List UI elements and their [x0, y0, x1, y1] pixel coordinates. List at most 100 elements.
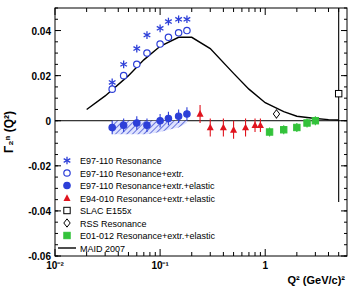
x-minor-tick	[328, 252, 329, 256]
y-minor-tick	[344, 41, 347, 42]
y-minor-tick	[55, 64, 58, 65]
data-point	[242, 124, 249, 131]
y-minor-tick	[55, 75, 58, 76]
y-minor-tick	[55, 222, 58, 223]
x-minor-tick	[155, 8, 156, 12]
y-minor-tick	[344, 143, 347, 144]
y-tick	[55, 165, 61, 166]
data-point	[133, 45, 140, 53]
data-point	[134, 120, 140, 126]
y-minor-tick	[344, 256, 347, 257]
y-minor-tick	[344, 64, 347, 65]
x-tick-label: 10⁻¹	[151, 260, 169, 271]
y-axis-label: Γ₂ⁿ (Q²)	[2, 111, 16, 153]
y-minor-tick	[344, 233, 347, 234]
data-point	[144, 122, 150, 128]
legend-swatch	[64, 182, 70, 188]
y-minor-tick	[55, 244, 58, 245]
y-minor-tick	[344, 177, 347, 178]
x-minor-tick	[118, 8, 119, 12]
y-minor-tick	[55, 53, 58, 54]
data-point	[109, 79, 116, 87]
data-point	[197, 110, 204, 117]
legend-swatch	[64, 170, 70, 176]
x-minor-tick	[149, 8, 150, 12]
data-point	[281, 127, 287, 133]
y-tick-label: 0	[45, 116, 51, 127]
x-minor-tick	[223, 8, 224, 12]
y-minor-tick	[55, 120, 58, 121]
x-minor-tick	[191, 8, 192, 12]
y-minor-tick	[344, 120, 347, 121]
x-minor-tick	[260, 8, 261, 12]
y-minor-tick	[344, 30, 347, 31]
x-minor-tick	[86, 8, 87, 12]
error-bar	[338, 8, 339, 202]
x-minor-tick	[255, 8, 256, 12]
y-minor-tick	[344, 19, 347, 20]
x-minor-tick	[128, 252, 129, 256]
chart: -0.06-0.04-0.0200.020.0410⁻²10⁻¹1Q² (GeV…	[0, 0, 353, 289]
x-minor-tick	[338, 252, 339, 256]
x-minor-tick	[210, 252, 211, 256]
x-minor-tick	[155, 252, 156, 256]
data-point	[257, 121, 264, 128]
data-point	[230, 126, 237, 133]
x-tick	[160, 8, 161, 15]
data-point	[220, 124, 227, 131]
x-minor-tick	[255, 252, 256, 256]
legend-label: E97-110 Resonance+extr.+elastic	[80, 181, 215, 191]
legend-label: MAID 2007	[80, 244, 125, 254]
y-tick	[55, 210, 61, 211]
x-tick	[55, 8, 56, 15]
data-point	[120, 122, 126, 128]
x-minor-tick	[248, 252, 249, 256]
data-point	[304, 120, 310, 126]
x-minor-tick	[315, 8, 316, 12]
y-tick	[341, 165, 347, 166]
x-minor-tick	[143, 8, 144, 12]
y-minor-tick	[55, 143, 58, 144]
y-tick-label: -0.04	[28, 206, 51, 217]
y-minor-tick	[344, 188, 347, 189]
y-minor-tick	[55, 199, 58, 200]
x-minor-tick	[296, 8, 297, 12]
data-point	[165, 115, 171, 121]
y-minor-tick	[55, 98, 58, 99]
y-minor-tick	[344, 199, 347, 200]
data-point	[273, 110, 279, 118]
y-minor-tick	[55, 19, 58, 20]
data-point	[109, 124, 115, 130]
y-tick-label: -0.02	[28, 161, 51, 172]
data-point	[144, 50, 150, 56]
y-tick	[55, 120, 61, 121]
legend-swatch	[63, 194, 70, 201]
data-point	[157, 118, 163, 124]
x-minor-tick	[223, 252, 224, 256]
x-minor-tick	[128, 8, 129, 12]
legend-label: E97-110 Resonance	[80, 156, 161, 166]
y-minor-tick	[344, 222, 347, 223]
plot-frame	[55, 8, 347, 256]
data-point	[120, 72, 126, 78]
y-minor-tick	[55, 233, 58, 234]
y-minor-tick	[344, 132, 347, 133]
legend-label: SLAC E155x	[80, 206, 132, 216]
x-tick	[160, 249, 161, 256]
y-minor-tick	[55, 154, 58, 155]
x-minor-tick	[136, 8, 137, 12]
x-tick-label: 1	[262, 260, 268, 271]
data-point	[144, 31, 151, 39]
y-tick-label: 0.02	[32, 71, 52, 82]
y-minor-tick	[344, 98, 347, 99]
y-minor-tick	[344, 210, 347, 211]
data-point	[120, 61, 127, 69]
y-minor-tick	[55, 188, 58, 189]
y-minor-tick	[55, 132, 58, 133]
data-point	[175, 15, 182, 23]
y-minor-tick	[344, 53, 347, 54]
data-point	[207, 124, 214, 131]
y-minor-tick	[55, 109, 58, 110]
legend-label: E01-012 Resonance+extr.+elastic	[80, 231, 216, 241]
data-point	[165, 18, 172, 26]
